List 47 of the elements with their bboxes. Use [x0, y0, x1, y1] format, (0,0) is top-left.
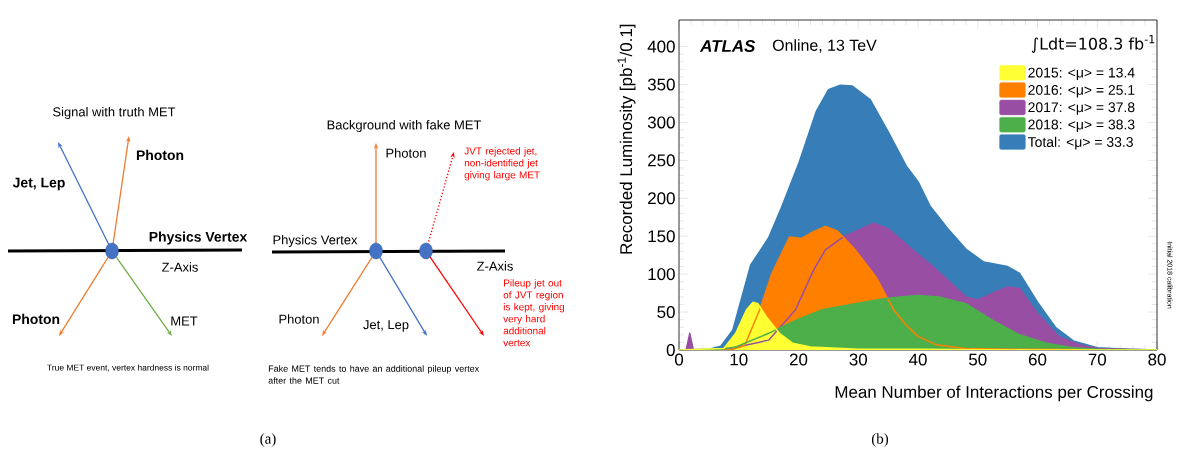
- text: JVT rejected jet, non-identified jet giving large MET: [464, 147, 540, 181]
- y-tick-label: 150: [648, 230, 675, 243]
- legend-label: 2017: <μ> = 37.8: [1028, 102, 1135, 115]
- annotation: Online, 13 TeV: [772, 39, 877, 53]
- x-axis-title: Mean Number of Interactions per Crossing: [835, 385, 1153, 402]
- y-tick-label: 250: [648, 154, 675, 167]
- text: Jet, Lep: [363, 320, 409, 332]
- annotation: ∫Ldt=108.3 fb$^{-1}$: [1031, 35, 1155, 53]
- annotation: ATLAS: [699, 40, 756, 52]
- text: Background with fake MET: [327, 119, 482, 133]
- legend-label: Total: <μ> = 33.3: [1027, 136, 1133, 150]
- x-tick-label: 50: [969, 353, 987, 366]
- x-tick-label: 30: [849, 353, 868, 366]
- text: Z-Axis: [477, 261, 513, 271]
- x-tick-label: 20: [789, 353, 808, 366]
- y-tick-label: 0: [666, 344, 675, 356]
- x-tick-label: 80: [1148, 353, 1166, 366]
- text: Fake MET tends to have an additional pileup vertex after the MET cut: [268, 365, 480, 384]
- text: Physics Vertex: [273, 234, 358, 248]
- text: MET: [171, 316, 198, 326]
- text: Photon: [12, 313, 60, 325]
- x-tick-label: 0: [674, 353, 684, 366]
- text: Photon: [279, 314, 319, 324]
- y-axis-title: Recorded Luminosity [pb$^{-1}$/0.1]: [617, 24, 636, 254]
- x-tick-label: 40: [908, 353, 927, 366]
- text: (b): [871, 433, 889, 447]
- text: True MET event, vertex hardness is normal: [47, 364, 209, 372]
- text: Photon: [386, 148, 426, 158]
- y-tick-label: 350: [647, 78, 675, 91]
- legend-label: 2016: <μ> = 25.1: [1028, 84, 1135, 98]
- legend-label: 2015: <μ> = 13.4: [1028, 67, 1135, 81]
- legend-label: 2018: <μ> = 38.3: [1028, 119, 1135, 133]
- y-tick-label: 300: [647, 116, 675, 129]
- text: Z-Axis: [162, 262, 198, 272]
- text: Jet, Lep: [12, 177, 65, 191]
- text: Pileup jet out of JVT region is kept, giving very hard additional vertex: [503, 279, 565, 347]
- y-tick-label: 400: [647, 40, 675, 53]
- y-tick-label: 100: [648, 268, 675, 281]
- x-tick-label: 10: [730, 353, 748, 366]
- x-tick-label: 60: [1028, 353, 1047, 366]
- y-tick-label: 200: [648, 192, 675, 205]
- text: Physics Vertex: [149, 231, 248, 245]
- text: Photon: [136, 149, 184, 161]
- text: (a): [260, 433, 276, 447]
- text: Signal with truth MET: [53, 106, 176, 120]
- x-tick-label: 70: [1088, 353, 1107, 366]
- y-tick-label: 50: [657, 306, 675, 319]
